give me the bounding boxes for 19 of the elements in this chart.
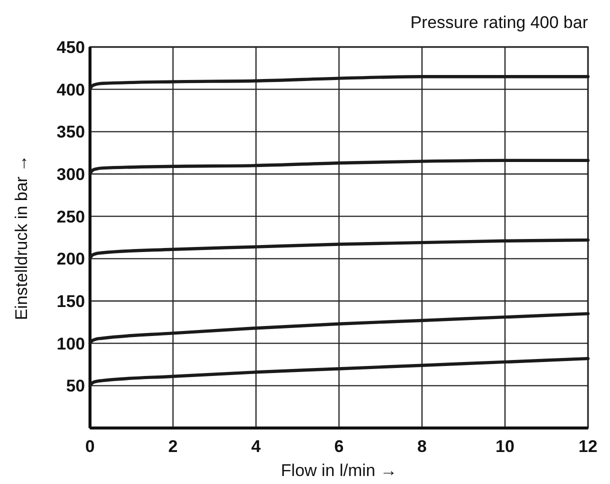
chart-title: Pressure rating 400 bar [410,13,588,32]
y-tick-label: 450 [56,38,85,57]
x-tick-label: 2 [168,437,178,456]
y-tick-label: 100 [56,334,85,354]
y-tick-label: 300 [56,165,85,184]
y-tick-label: 200 [56,250,85,269]
y-tick-label: 50 [66,376,85,396]
x-tick-label: 12 [578,437,598,456]
x-tick-label: 10 [496,437,514,456]
x-tick-label: 6 [334,437,344,456]
y-axis-title: Einstelldruck in bar → [12,154,31,320]
x-axis-title: Flow in l/min → [280,461,398,480]
x-tick-label: 0 [85,437,95,456]
y-tick-label: 250 [56,207,85,226]
y-tick-label: 150 [56,292,85,311]
y-tick-label: 400 [56,80,85,100]
x-tick-label: 8 [417,437,427,456]
x-tick-label: 4 [251,437,262,456]
y-tick-label: 350 [56,122,85,142]
